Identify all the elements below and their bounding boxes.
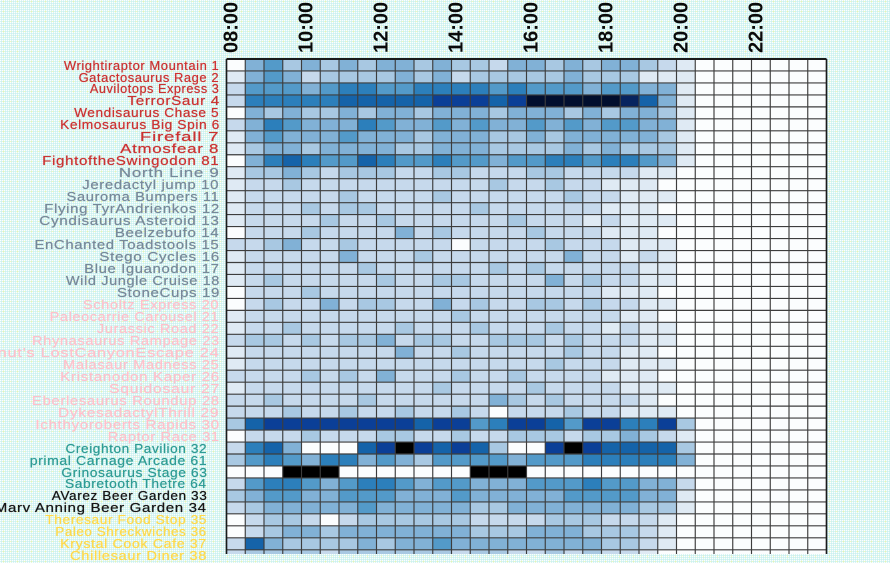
svg-text:08:00: 08:00 [221, 2, 243, 53]
svg-text:16:00: 16:00 [521, 2, 543, 53]
svg-text:18:00: 18:00 [596, 2, 618, 53]
svg-text:22:00: 22:00 [746, 2, 768, 53]
svg-text:14:00: 14:00 [446, 2, 468, 53]
svg-text:10:00: 10:00 [296, 2, 318, 53]
svg-text:12:00: 12:00 [371, 2, 393, 53]
svg-text:20:00: 20:00 [671, 2, 693, 53]
